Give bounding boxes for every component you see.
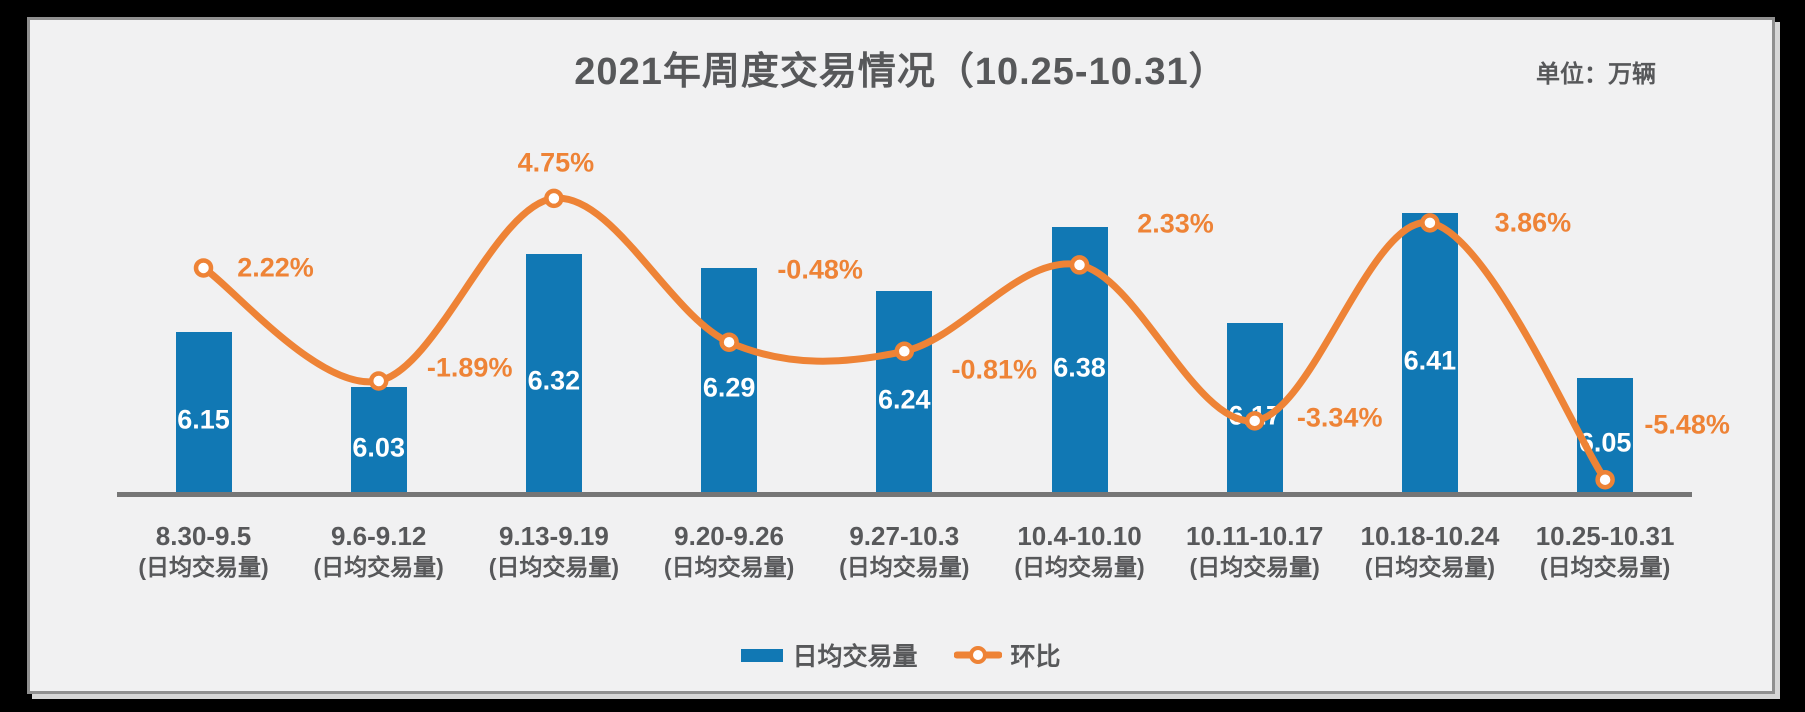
x-axis-period: 8.30-9.5 bbox=[155, 521, 252, 551]
x-axis-sublabel: (日均交易量) bbox=[488, 554, 620, 580]
line-marker[interactable] bbox=[544, 188, 564, 209]
line-value-label: -0.48% bbox=[777, 254, 863, 285]
line-series-swatch-icon bbox=[953, 646, 1002, 664]
line-value-label: -5.48% bbox=[1644, 409, 1730, 440]
x-axis-period: 9.20-9.26 bbox=[674, 521, 785, 551]
x-axis-sublabel: (日均交易量) bbox=[663, 554, 795, 580]
legend-item-bar-series[interactable]: 日均交易量 bbox=[741, 637, 918, 673]
bar-value-label: 6.05 bbox=[1578, 427, 1632, 458]
line-marker[interactable] bbox=[894, 341, 915, 362]
line-value-label: -1.89% bbox=[426, 352, 513, 383]
x-axis-sublabel: (日均交易量) bbox=[1014, 554, 1145, 580]
x-axis-period: 10.18-10.24 bbox=[1360, 521, 1500, 551]
x-axis-label: 10.11-10.17 (日均交易量) bbox=[1186, 521, 1323, 582]
bar-value-label: 6.32 bbox=[527, 365, 581, 396]
x-axis-sublabel: (日均交易量) bbox=[1539, 554, 1671, 580]
line-marker[interactable] bbox=[368, 371, 389, 391]
x-axis-period: 9.27-10.3 bbox=[849, 521, 960, 551]
x-axis-label: 9.6-9.12 (日均交易量) bbox=[314, 521, 444, 582]
x-axis-period: 10.25-10.31 bbox=[1535, 521, 1675, 551]
x-axis-period: 9.13-9.19 bbox=[498, 521, 609, 551]
legend-label-bar-series: 日均交易量 bbox=[792, 643, 918, 671]
bar-series-swatch bbox=[741, 648, 784, 662]
x-axis-sublabel: (日均交易量) bbox=[313, 554, 444, 580]
line-marker[interactable] bbox=[1595, 469, 1615, 490]
legend: 日均交易量 环比 bbox=[27, 637, 1775, 673]
x-axis-label: 10.18-10.24 (日均交易量) bbox=[1360, 521, 1499, 582]
line-marker[interactable] bbox=[1244, 411, 1265, 431]
unit-label: 单位：万辆 bbox=[1536, 61, 1656, 88]
line-value-label: -3.34% bbox=[1296, 402, 1383, 433]
x-axis-line bbox=[117, 492, 1692, 497]
x-axis-label: 9.27-10.3 (日均交易量) bbox=[839, 521, 969, 582]
line-value-label: 2.22% bbox=[237, 252, 314, 283]
x-axis-period: 10.11-10.17 bbox=[1186, 521, 1324, 551]
x-axis-label: 10.4-10.10 (日均交易量) bbox=[1014, 521, 1144, 582]
bar-value-label: 6.29 bbox=[702, 372, 756, 403]
bar-value-label: 6.03 bbox=[352, 432, 405, 462]
bar-value-label: 6.15 bbox=[177, 404, 230, 435]
bar-value-label: 6.24 bbox=[878, 384, 931, 414]
line-marker[interactable] bbox=[1420, 213, 1440, 233]
x-axis-period: 9.6-9.12 bbox=[330, 521, 427, 551]
line-value-label: -0.81% bbox=[951, 354, 1038, 385]
line-marker[interactable] bbox=[719, 332, 739, 352]
x-axis-sublabel: (日均交易量) bbox=[1189, 554, 1320, 580]
chart-title: 2021年周度交易情况（10.25-10.31） bbox=[574, 51, 1228, 93]
line-value-label: 3.86% bbox=[1494, 207, 1572, 238]
x-axis-label: 10.25-10.31 (日均交易量) bbox=[1536, 521, 1675, 582]
x-axis-sublabel: (日均交易量) bbox=[138, 554, 269, 580]
line-marker[interactable] bbox=[1069, 255, 1090, 275]
line-value-label: 2.33% bbox=[1137, 208, 1214, 239]
bar-value-label: 6.41 bbox=[1403, 345, 1457, 375]
x-axis-period: 10.4-10.10 bbox=[1017, 521, 1142, 551]
line-value-label: 4.75% bbox=[517, 147, 595, 178]
bar-value-label: 6.38 bbox=[1053, 352, 1106, 382]
x-axis-label: 9.20-9.26 (日均交易量) bbox=[664, 521, 794, 582]
x-axis-label: 8.30-9.5 (日均交易量) bbox=[138, 521, 268, 582]
x-axis-sublabel: (日均交易量) bbox=[839, 554, 970, 580]
line-marker[interactable] bbox=[193, 258, 214, 278]
x-axis-sublabel: (日均交易量) bbox=[1364, 554, 1496, 580]
x-axis-label: 9.13-9.19 (日均交易量) bbox=[489, 521, 619, 582]
legend-item-line-series[interactable]: 环比 bbox=[953, 637, 1061, 673]
legend-label-line-series: 环比 bbox=[1010, 643, 1061, 671]
